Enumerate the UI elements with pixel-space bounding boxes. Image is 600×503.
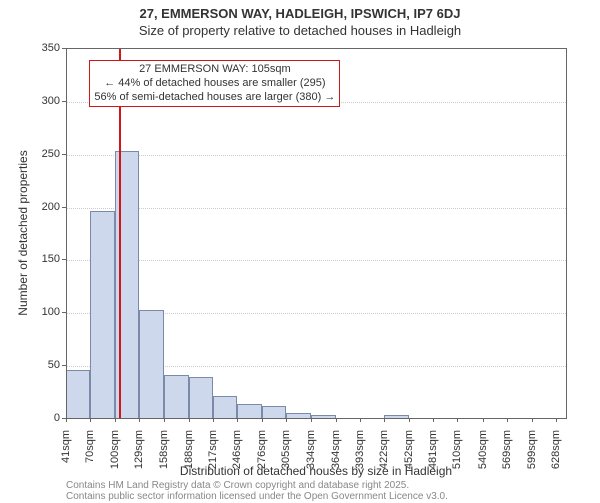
y-tick-label: 50 bbox=[10, 359, 60, 371]
y-tick-label: 300 bbox=[10, 95, 60, 107]
x-tick-label: 364sqm bbox=[330, 430, 342, 490]
gridline bbox=[66, 208, 566, 209]
x-tick-label: 452sqm bbox=[403, 430, 415, 490]
x-tick-label: 217sqm bbox=[207, 430, 219, 490]
y-tick-label: 150 bbox=[10, 253, 60, 265]
x-tick-mark bbox=[286, 418, 287, 422]
annotation-line: 27 EMMERSON WAY: 105sqm bbox=[94, 63, 335, 77]
chart-title-line1: 27, EMMERSON WAY, HADLEIGH, IPSWICH, IP7… bbox=[0, 6, 600, 21]
x-tick-mark bbox=[139, 418, 140, 422]
footer-line2: Contains public sector information licen… bbox=[66, 491, 448, 503]
gridline bbox=[66, 260, 566, 261]
annotation-line: 56% of semi-detached houses are larger (… bbox=[94, 91, 335, 105]
y-tick-mark bbox=[62, 101, 66, 102]
chart-container: 27, EMMERSON WAY, HADLEIGH, IPSWICH, IP7… bbox=[0, 0, 600, 500]
x-tick-mark bbox=[115, 418, 116, 422]
chart-title-line2: Size of property relative to detached ho… bbox=[0, 23, 600, 38]
x-tick-mark bbox=[532, 418, 533, 422]
x-tick-label: 569sqm bbox=[501, 430, 513, 490]
x-tick-label: 305sqm bbox=[280, 430, 292, 490]
x-tick-label: 334sqm bbox=[305, 430, 317, 490]
annotation-box: 27 EMMERSON WAY: 105sqm← 44% of detached… bbox=[89, 60, 340, 107]
x-tick-label: 188sqm bbox=[183, 430, 195, 490]
gridline bbox=[66, 155, 566, 156]
histogram-bar bbox=[237, 404, 262, 419]
x-tick-label: 276sqm bbox=[256, 430, 268, 490]
x-tick-mark bbox=[457, 418, 458, 422]
x-tick-mark bbox=[433, 418, 434, 422]
x-tick-mark bbox=[556, 418, 557, 422]
x-tick-mark bbox=[507, 418, 508, 422]
x-tick-label: 628sqm bbox=[550, 430, 562, 490]
histogram-bar bbox=[189, 377, 213, 419]
x-tick-mark bbox=[189, 418, 190, 422]
y-axis-title: Number of detached properties bbox=[16, 150, 30, 315]
y-tick-mark bbox=[62, 365, 66, 366]
x-tick-label: 100sqm bbox=[109, 430, 121, 490]
y-tick-mark bbox=[62, 312, 66, 313]
y-tick-label: 200 bbox=[10, 201, 60, 213]
x-tick-mark bbox=[90, 418, 91, 422]
x-tick-mark bbox=[336, 418, 337, 422]
y-tick-label: 250 bbox=[10, 148, 60, 160]
x-tick-mark bbox=[164, 418, 165, 422]
histogram-bar bbox=[213, 396, 237, 419]
x-tick-label: 540sqm bbox=[477, 430, 489, 490]
x-tick-label: 481sqm bbox=[427, 430, 439, 490]
y-tick-label: 350 bbox=[10, 42, 60, 54]
x-tick-mark bbox=[384, 418, 385, 422]
y-tick-mark bbox=[62, 207, 66, 208]
x-tick-label: 41sqm bbox=[60, 430, 72, 490]
annotation-line: ← 44% of detached houses are smaller (29… bbox=[94, 77, 335, 91]
x-tick-mark bbox=[66, 418, 67, 422]
y-axis-line bbox=[66, 48, 67, 418]
x-tick-label: 129sqm bbox=[133, 430, 145, 490]
x-tick-mark bbox=[213, 418, 214, 422]
x-tick-label: 510sqm bbox=[451, 430, 463, 490]
x-tick-label: 70sqm bbox=[84, 430, 96, 490]
x-tick-mark bbox=[409, 418, 410, 422]
histogram-bar bbox=[66, 370, 90, 419]
x-tick-mark bbox=[262, 418, 263, 422]
x-tick-mark bbox=[237, 418, 238, 422]
x-tick-label: 599sqm bbox=[526, 430, 538, 490]
x-axis-line bbox=[66, 418, 566, 419]
x-tick-label: 422sqm bbox=[378, 430, 390, 490]
x-tick-mark bbox=[483, 418, 484, 422]
y-tick-label: 100 bbox=[10, 306, 60, 318]
x-tick-mark bbox=[360, 418, 361, 422]
x-tick-label: 393sqm bbox=[354, 430, 366, 490]
histogram-bar bbox=[90, 211, 115, 419]
y-tick-label: 0 bbox=[10, 412, 60, 424]
y-tick-mark bbox=[62, 48, 66, 49]
y-tick-mark bbox=[62, 259, 66, 260]
x-tick-label: 158sqm bbox=[158, 430, 170, 490]
y-tick-mark bbox=[62, 154, 66, 155]
histogram-bar bbox=[164, 375, 189, 419]
x-tick-label: 246sqm bbox=[231, 430, 243, 490]
histogram-bar bbox=[139, 310, 163, 419]
x-tick-mark bbox=[311, 418, 312, 422]
